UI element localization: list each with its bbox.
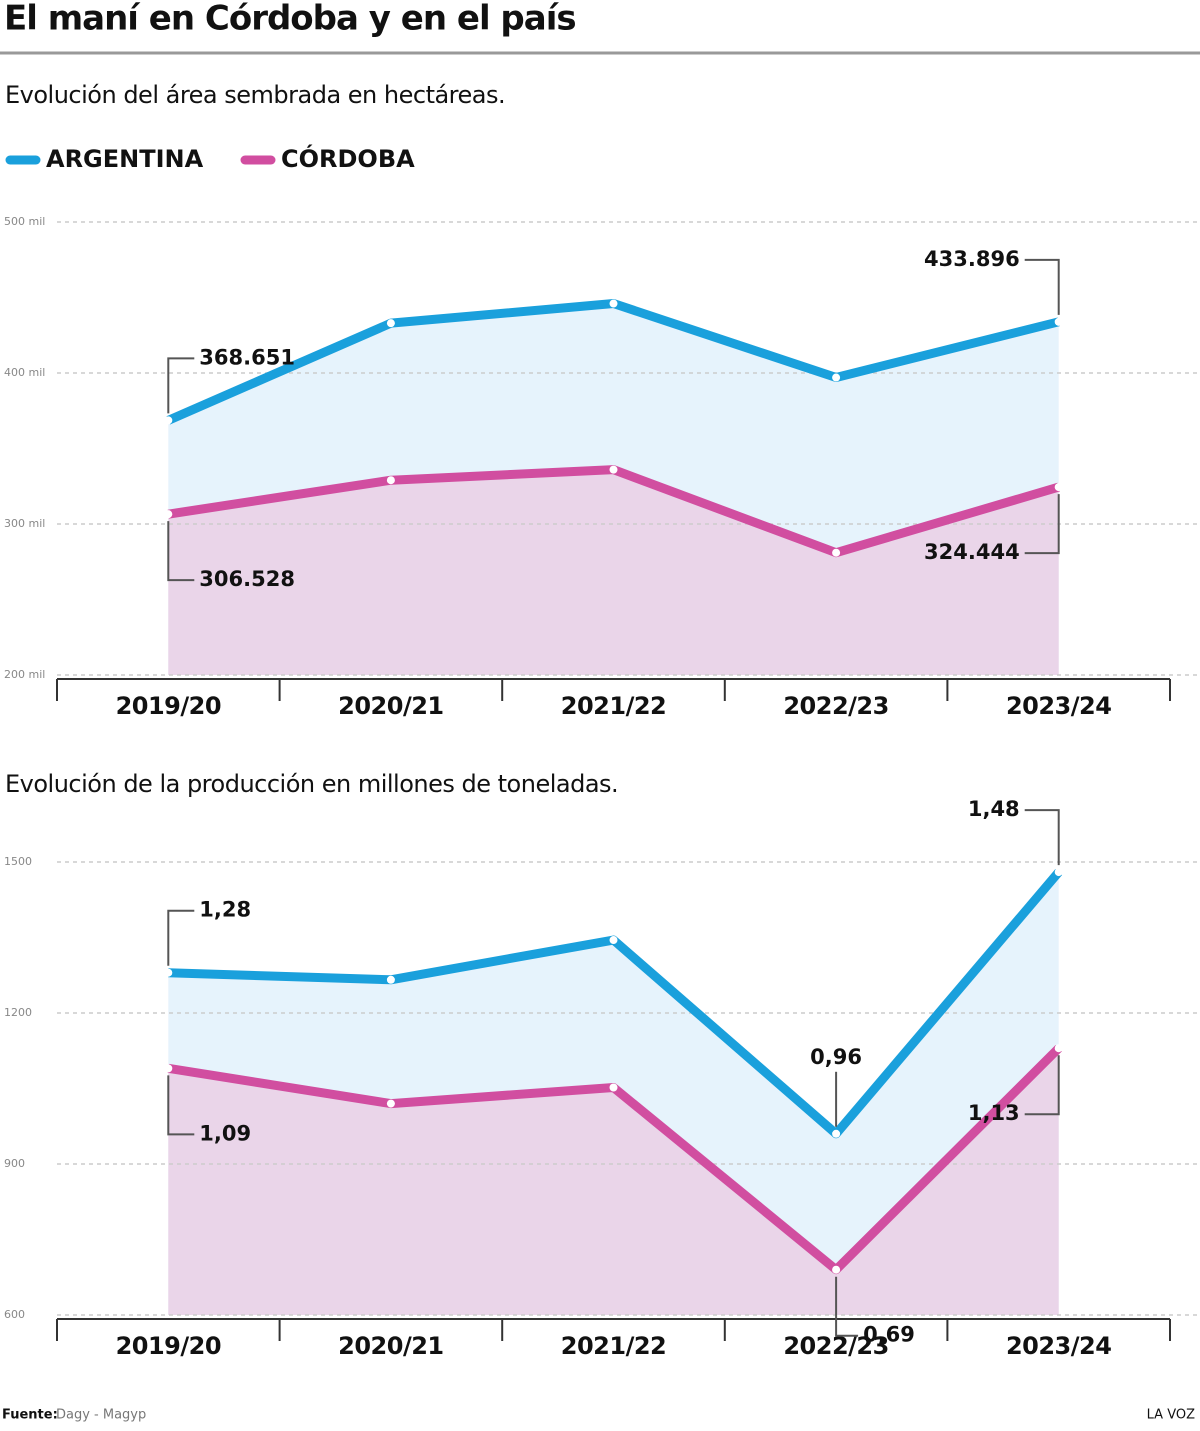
value-label: 306.528 [199, 567, 295, 591]
x-tick-label: 2021/22 [561, 1332, 666, 1360]
point [609, 299, 618, 308]
y-tick-label: 1200 [4, 1006, 32, 1019]
value-label: 1,09 [199, 1121, 251, 1145]
series-area [168, 1048, 1059, 1315]
point [386, 975, 395, 984]
legend-label: ARGENTINA [46, 145, 204, 173]
point [386, 476, 395, 485]
label-leader [835, 1276, 859, 1337]
label-leader [1024, 258, 1060, 315]
label-leader [1024, 809, 1060, 866]
y-tick-label: 600 [4, 1308, 25, 1321]
point [386, 1099, 395, 1108]
y-tick-label: 200 mil [4, 668, 45, 681]
label-leader [167, 521, 195, 582]
x-tick-label: 2020/21 [338, 1332, 443, 1360]
point [609, 1083, 618, 1092]
label-leader [1024, 1055, 1060, 1116]
title: El maní en Córdoba y en el país [4, 0, 576, 39]
value-label: 0,96 [810, 1045, 862, 1069]
chart-subtitle: Evolución del área sembrada en hectáreas… [5, 81, 505, 109]
source-label: Fuente: [2, 1408, 58, 1423]
point [1054, 1044, 1063, 1053]
value-label: 1,28 [199, 898, 251, 922]
y-tick-label: 900 [4, 1157, 25, 1170]
value-label: 324.444 [924, 540, 1020, 564]
label-leader [167, 357, 195, 414]
point [609, 465, 618, 474]
y-tick-label: 400 mil [4, 366, 45, 379]
x-tick-label: 2023/24 [1006, 692, 1111, 720]
point [1054, 868, 1063, 877]
point [386, 319, 395, 328]
brand: LA VOZ [1147, 1408, 1195, 1423]
point [164, 416, 173, 425]
point [164, 968, 173, 977]
point [164, 510, 173, 519]
chart-subtitle: Evolución de la producción en millones d… [5, 770, 618, 798]
x-tick-label: 2020/21 [338, 692, 443, 720]
label-leader [167, 909, 195, 966]
y-tick-label: 1500 [4, 855, 32, 868]
x-tick-label: 2021/22 [561, 692, 666, 720]
label-leader [1024, 494, 1060, 555]
value-label: 433.896 [924, 247, 1020, 271]
point [832, 1129, 841, 1138]
x-tick-label: 2019/20 [116, 1332, 221, 1360]
series-area [168, 469, 1059, 675]
y-tick-label: 300 mil [4, 517, 45, 530]
point [832, 373, 841, 382]
value-label: 1,13 [968, 1101, 1020, 1125]
point [832, 548, 841, 557]
point [1054, 317, 1063, 326]
x-tick-label: 2022/23 [783, 692, 888, 720]
value-label: 1,48 [968, 797, 1020, 821]
value-label: 368.651 [199, 345, 295, 369]
legend-label: CÓRDOBA [281, 143, 415, 173]
point [832, 1265, 841, 1274]
value-label: 0,69 [863, 1323, 915, 1347]
point [609, 936, 618, 945]
point [1054, 483, 1063, 492]
source: Dagy - Magyp [56, 1408, 146, 1423]
x-tick-label: 2019/20 [116, 692, 221, 720]
label-leader [167, 1075, 195, 1136]
y-tick-label: 500 mil [4, 215, 45, 228]
x-tick-label: 2023/24 [1006, 1332, 1111, 1360]
point [164, 1064, 173, 1073]
